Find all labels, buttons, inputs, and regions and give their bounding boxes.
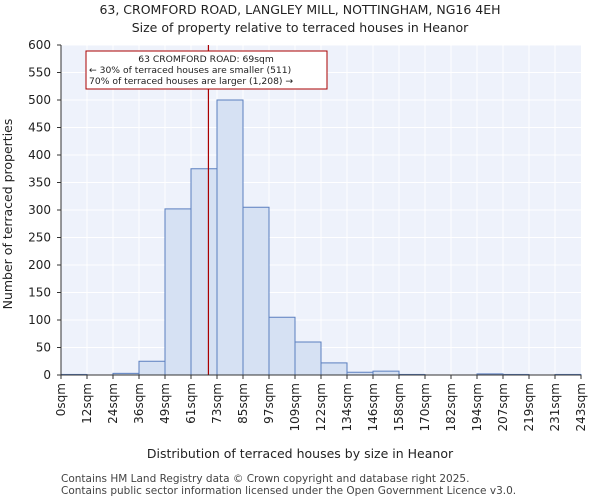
bar-73sqm (216, 99, 244, 376)
y-tick-label: 550 (28, 66, 51, 80)
y-tick-label: 350 (28, 176, 51, 190)
y-tick-label: 300 (28, 203, 51, 217)
y-axis-ticks: 0 50 100 150 200 250 300 350 400 450 500 550 600 (28, 38, 61, 382)
x-tick-label: 49sqm (158, 383, 172, 424)
annotation-line-2: ← 30% of terraced houses are smaller (51… (89, 65, 291, 76)
x-tick-label: 109sqm (288, 383, 302, 431)
x-tick-label: 182sqm (444, 383, 458, 431)
annotation-line-1: 63 CROMFORD ROAD: 69sqm (138, 54, 274, 65)
x-tick-label: 0sqm (54, 383, 68, 416)
y-tick-label: 100 (28, 313, 51, 327)
y-tick-label: 150 (28, 286, 51, 300)
bar-49sqm (164, 208, 192, 376)
x-tick-label: 146sqm (366, 383, 380, 431)
bar-146sqm (372, 370, 400, 376)
chart-title: 63, CROMFORD ROAD, LANGLEY MILL, NOTTING… (99, 2, 500, 17)
x-tick-label: 207sqm (496, 383, 510, 431)
y-tick-label: 600 (28, 38, 51, 52)
annotation-box (85, 50, 328, 90)
bar-97sqm (268, 316, 296, 376)
x-tick-label: 219sqm (522, 383, 536, 431)
footer-line-2: Contains public sector information licen… (61, 485, 516, 497)
x-tick-label: 231sqm (548, 383, 562, 431)
x-tick-label: 158sqm (392, 383, 406, 431)
x-tick-label: 194sqm (470, 383, 484, 431)
y-tick-label: 50 (36, 341, 51, 355)
x-axis-ticks: 0sqm 12sqm 24sqm 36sqm 49sqm 61sqm 73sqm 85sqm 9… (54, 375, 588, 431)
x-tick-label: 12sqm (80, 383, 94, 424)
chart-subtitle: Size of property relative to terraced ho… (132, 20, 469, 35)
y-tick-label: 450 (28, 121, 51, 135)
x-tick-label: 243sqm (574, 383, 588, 431)
bar-122sqm (320, 362, 348, 376)
y-tick-label: 500 (28, 93, 51, 107)
x-tick-label: 97sqm (262, 383, 276, 424)
bars (60, 99, 582, 376)
x-tick-label: 73sqm (210, 383, 224, 424)
bar-61sqm (190, 168, 218, 376)
y-tick-label: 400 (28, 148, 51, 162)
x-tick-label: 122sqm (314, 383, 328, 431)
y-axis-label: Number of terraced properties (0, 119, 15, 310)
x-tick-label: 61sqm (184, 383, 198, 424)
bar-85sqm (242, 206, 270, 376)
x-tick-label: 24sqm (106, 383, 120, 424)
footer-line-1: Contains HM Land Registry data © Crown c… (61, 473, 469, 485)
bar-36sqm (138, 360, 166, 376)
property-annotation: 63 CROMFORD ROAD: 69sqm ← 30% of terrace… (85, 50, 328, 90)
y-tick-label: 0 (43, 368, 51, 382)
x-tick-label: 36sqm (132, 383, 146, 424)
x-tick-label: 134sqm (340, 383, 354, 431)
x-axis-label: Distribution of terraced houses by size … (147, 446, 454, 461)
x-tick-label: 170sqm (418, 383, 432, 431)
grid-horizontal (61, 44, 581, 348)
bar-109sqm (294, 341, 322, 376)
y-tick-label: 250 (28, 231, 51, 245)
y-tick-label: 200 (28, 258, 51, 272)
x-tick-label: 85sqm (236, 383, 250, 424)
annotation-line-3: 70% of terraced houses are larger (1,208… (89, 76, 293, 87)
